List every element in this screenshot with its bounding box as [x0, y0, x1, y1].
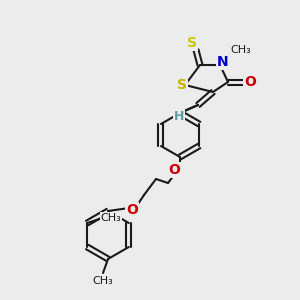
Text: N: N [217, 55, 229, 69]
Text: S: S [187, 36, 197, 50]
Text: O: O [244, 75, 256, 89]
Text: CH₃: CH₃ [101, 213, 122, 223]
Text: CH₃: CH₃ [93, 276, 113, 286]
Text: O: O [126, 203, 138, 217]
Text: CH₃: CH₃ [231, 45, 251, 55]
Text: S: S [177, 78, 187, 92]
Text: O: O [168, 163, 180, 177]
Text: H: H [174, 110, 184, 122]
